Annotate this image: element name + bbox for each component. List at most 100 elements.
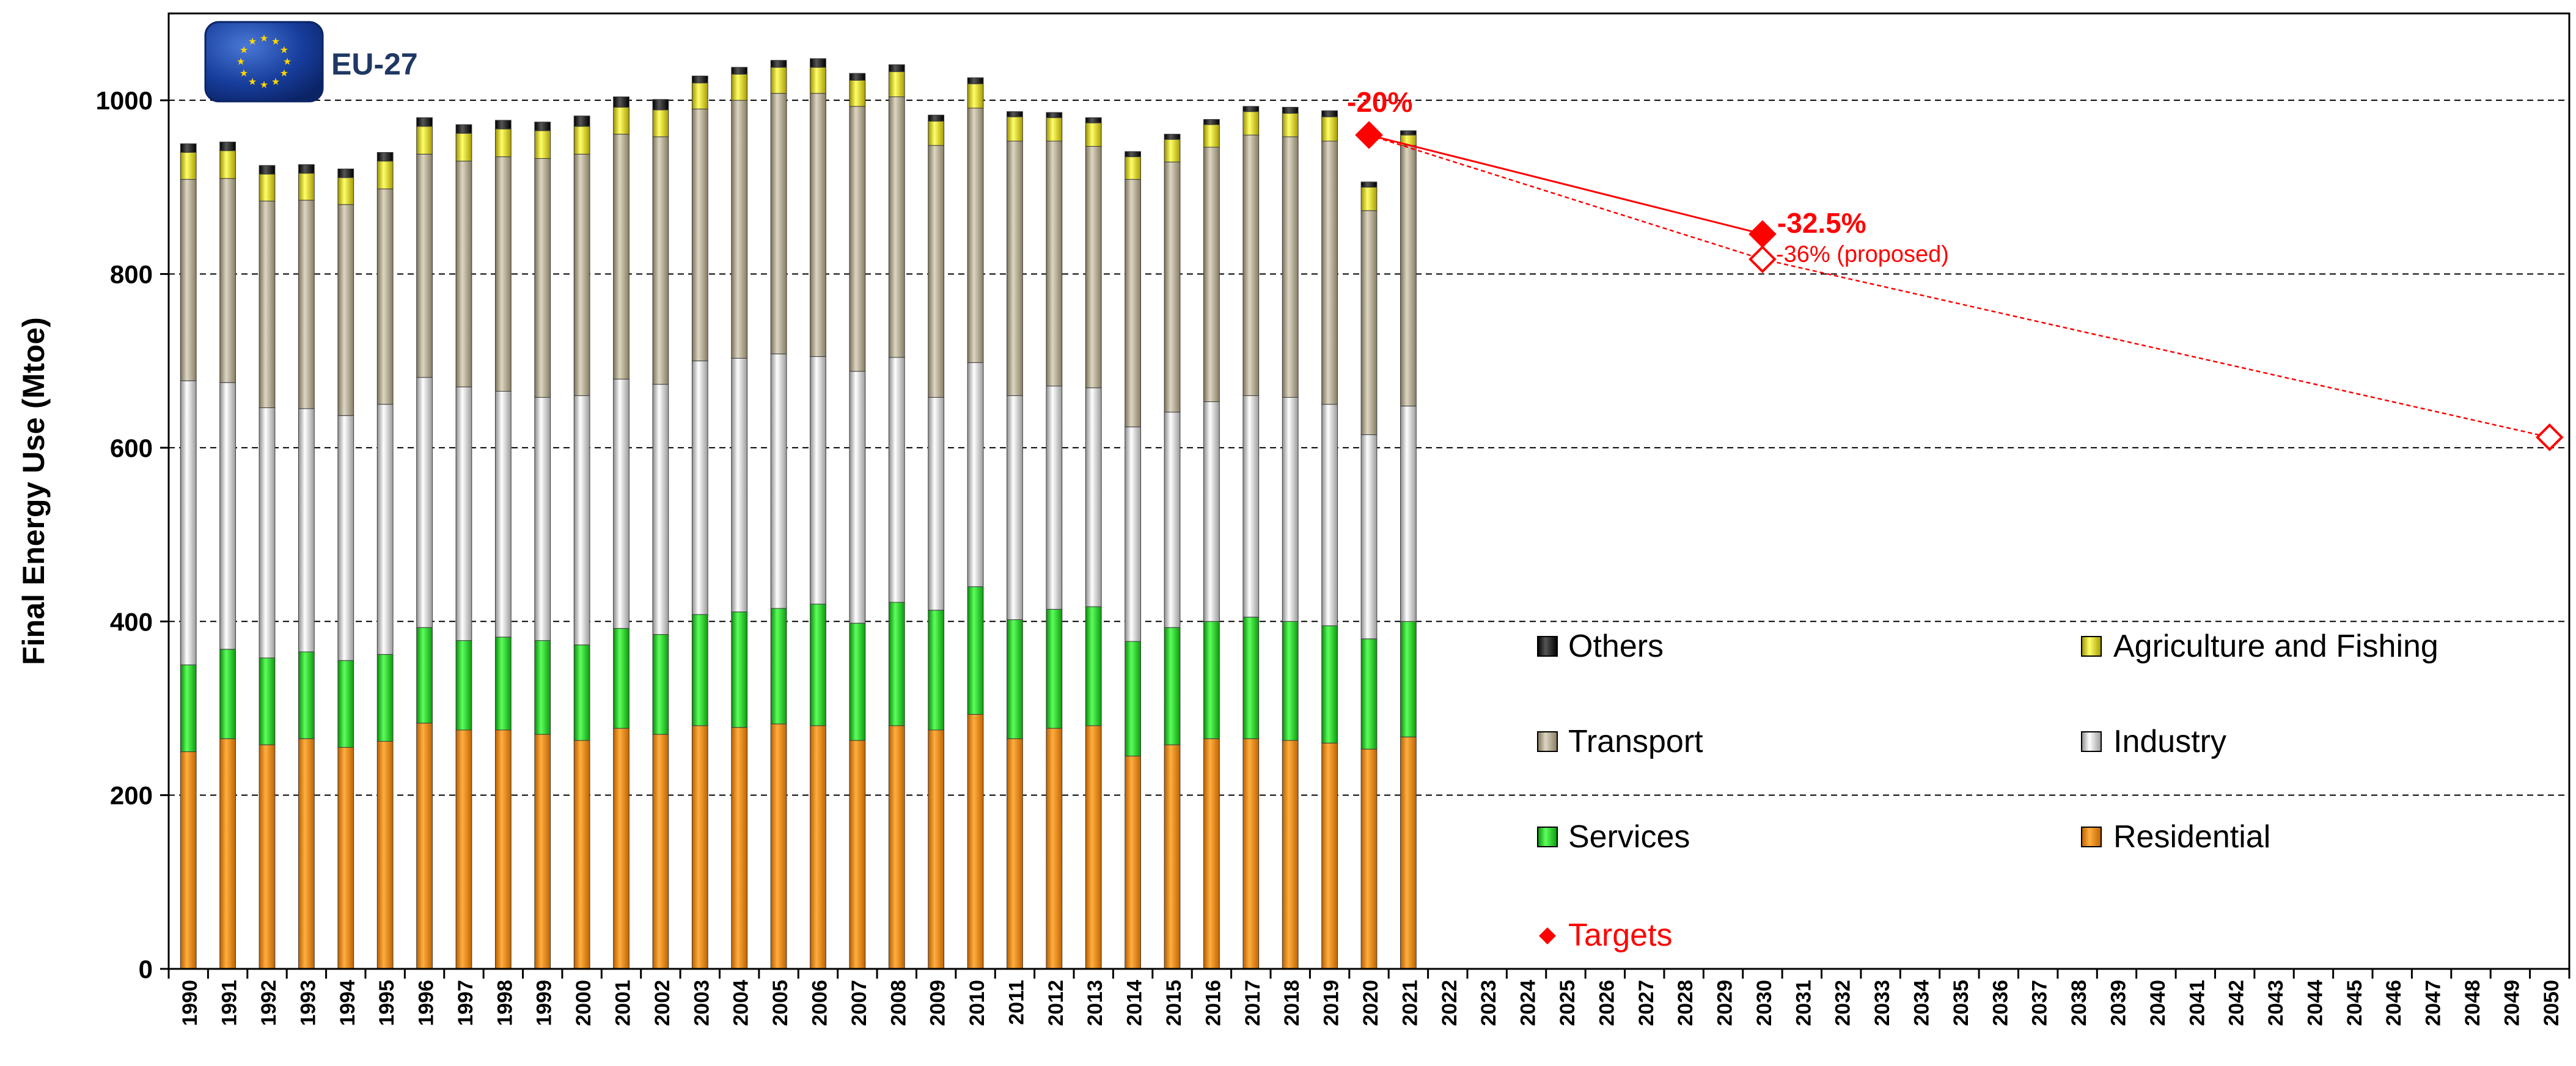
bar-services-2020 bbox=[1360, 638, 1378, 750]
bar-residential-2005 bbox=[770, 723, 787, 969]
bar-industry-2019 bbox=[1321, 404, 1338, 626]
bar-residential-2014 bbox=[1125, 756, 1142, 969]
bar-industry-2005 bbox=[770, 353, 787, 609]
bar-agriculture-and-fishing-2007 bbox=[849, 79, 866, 107]
x-tick-label: 2037 bbox=[2028, 980, 2052, 1026]
legend-item-targets: Targets bbox=[1539, 918, 1673, 953]
bar-industry-2002 bbox=[652, 384, 669, 635]
bar-stack-2015 bbox=[1164, 134, 1181, 969]
bar-others-1990 bbox=[180, 143, 197, 153]
bar-others-2009 bbox=[928, 114, 945, 122]
x-tick-label: 2041 bbox=[2185, 980, 2209, 1026]
x-tick-label: 2004 bbox=[730, 980, 753, 1026]
bar-agriculture-and-fishing-2013 bbox=[1085, 122, 1102, 147]
bar-industry-2014 bbox=[1125, 426, 1142, 642]
x-tick-label: 2020 bbox=[1359, 980, 1382, 1026]
target-line-2030 bbox=[1368, 134, 1763, 235]
bar-transport-2010 bbox=[967, 108, 984, 363]
bar-industry-2003 bbox=[691, 360, 708, 615]
bar-services-1990 bbox=[180, 664, 197, 753]
bar-stack-1998 bbox=[494, 120, 512, 969]
bar-residential-2009 bbox=[928, 729, 945, 969]
bar-industry-2006 bbox=[810, 356, 826, 605]
x-tick-label: 2005 bbox=[769, 980, 792, 1026]
x-tick-label: 2000 bbox=[572, 980, 595, 1026]
x-tick-label: 2038 bbox=[2068, 980, 2091, 1026]
bar-others-2003 bbox=[691, 75, 708, 84]
eu-star-icon: ★ bbox=[248, 37, 257, 47]
bar-stack-1991 bbox=[219, 141, 236, 969]
x-tick-label: 2024 bbox=[1517, 980, 1540, 1026]
bar-stack-2021 bbox=[1400, 130, 1417, 969]
bar-others-2014 bbox=[1125, 151, 1142, 158]
bar-residential-1995 bbox=[376, 740, 394, 969]
legend-label-targets: Targets bbox=[1568, 918, 1673, 953]
bars bbox=[180, 58, 1417, 969]
bar-residential-1990 bbox=[180, 751, 197, 969]
bar-transport-2012 bbox=[1046, 141, 1063, 387]
x-tick-label: 2016 bbox=[1202, 980, 1225, 1026]
legend-item-services: Services bbox=[1537, 819, 1690, 855]
bar-residential-1997 bbox=[455, 729, 472, 969]
bar-stack-1990 bbox=[180, 143, 197, 969]
legend: Others Agriculture and Fishing Transport… bbox=[1537, 629, 2438, 953]
bar-stack-2014 bbox=[1125, 151, 1142, 969]
y-axis-label: Final Energy Use (Mtoe) bbox=[17, 317, 51, 665]
bar-stack-2011 bbox=[1007, 111, 1023, 969]
y-tick-label: 200 bbox=[110, 781, 153, 810]
bar-transport-2013 bbox=[1085, 146, 1102, 389]
bar-residential-2004 bbox=[731, 727, 748, 969]
x-tick-label: 2002 bbox=[651, 980, 674, 1026]
bar-transport-1999 bbox=[534, 158, 551, 398]
x-tick-label: 1991 bbox=[218, 980, 241, 1026]
bar-residential-2002 bbox=[652, 734, 669, 969]
x-tick-label: 2027 bbox=[1635, 980, 1658, 1026]
bar-stack-2018 bbox=[1282, 107, 1299, 969]
bar-industry-2016 bbox=[1203, 401, 1220, 622]
x-tick-label: 2039 bbox=[2107, 980, 2130, 1026]
bar-services-2021 bbox=[1400, 621, 1417, 737]
x-tick-label: 1994 bbox=[336, 980, 359, 1026]
bar-residential-2001 bbox=[613, 728, 629, 969]
target-label-2030: -32.5% bbox=[1777, 207, 1866, 239]
bar-industry-2011 bbox=[1007, 395, 1023, 620]
x-tick-label: 2017 bbox=[1241, 980, 1264, 1026]
eu-star-icon: ★ bbox=[260, 34, 268, 44]
bar-agriculture-and-fishing-2016 bbox=[1203, 124, 1220, 148]
bar-agriculture-and-fishing-2019 bbox=[1321, 116, 1338, 142]
x-tick-label: 2012 bbox=[1044, 980, 1068, 1026]
bar-industry-1998 bbox=[494, 390, 512, 638]
bar-transport-2018 bbox=[1282, 136, 1299, 398]
legend-label-others: Others bbox=[1568, 629, 1664, 664]
bar-others-2008 bbox=[888, 64, 905, 72]
bar-stack-2009 bbox=[928, 114, 945, 969]
bar-stack-2008 bbox=[888, 64, 905, 969]
bar-services-1992 bbox=[259, 657, 276, 745]
bar-stack-1995 bbox=[376, 152, 394, 969]
bar-residential-1992 bbox=[259, 744, 276, 969]
bar-stack-2017 bbox=[1242, 106, 1260, 969]
bar-industry-2018 bbox=[1282, 396, 1299, 622]
x-tick-label: 2036 bbox=[1989, 980, 2012, 1026]
bar-services-2016 bbox=[1203, 621, 1220, 739]
legend-item-residential: Residential bbox=[2081, 819, 2270, 855]
bar-agriculture-and-fishing-2000 bbox=[573, 126, 590, 155]
target-marker-2050 bbox=[2535, 423, 2564, 451]
bar-agriculture-and-fishing-1990 bbox=[180, 152, 197, 180]
bar-stack-2013 bbox=[1085, 117, 1102, 969]
x-tick-label: 1990 bbox=[178, 980, 202, 1026]
legend-item-transport: Transport bbox=[1537, 724, 1703, 759]
bar-services-2003 bbox=[691, 614, 708, 726]
x-tick-label: 2013 bbox=[1084, 980, 1107, 1026]
bar-industry-1996 bbox=[416, 377, 433, 628]
legend-item-agriculture: Agriculture and Fishing bbox=[2081, 629, 2438, 664]
bar-services-1997 bbox=[455, 640, 472, 731]
bar-agriculture-and-fishing-2014 bbox=[1125, 156, 1142, 180]
bar-others-1992 bbox=[259, 165, 276, 175]
bar-others-2020 bbox=[1360, 181, 1378, 188]
legend-label-residential: Residential bbox=[2113, 819, 2270, 855]
bar-stack-1992 bbox=[259, 165, 276, 969]
eu-star-icon: ★ bbox=[283, 57, 292, 67]
bar-stack-2003 bbox=[691, 75, 708, 969]
x-tick-label: 1995 bbox=[375, 980, 398, 1026]
